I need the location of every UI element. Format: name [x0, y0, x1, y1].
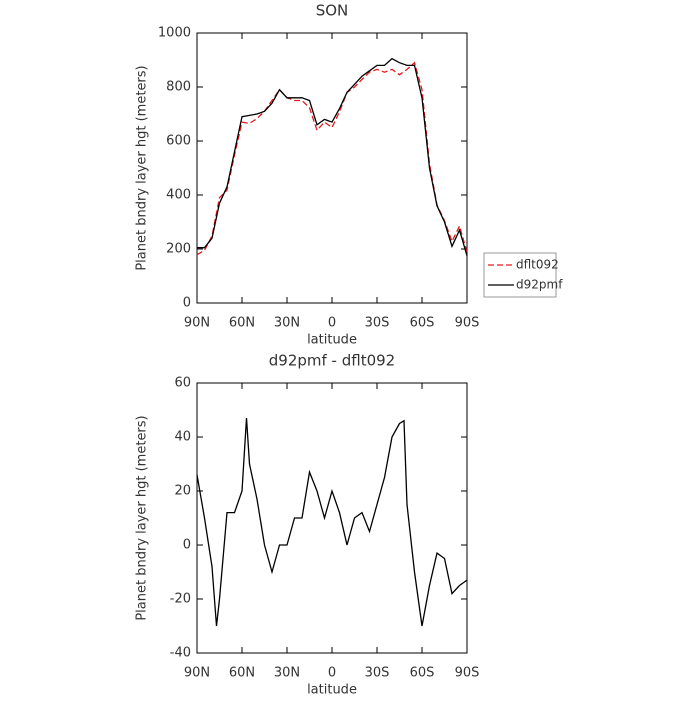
y-tick-label: 60	[174, 376, 191, 391]
y-axis-label: Planet bndry layer hgt (meters)	[135, 65, 150, 270]
chart-title: d92pmf - dflt092	[269, 352, 395, 370]
x-tick-label: 60N	[229, 316, 255, 331]
x-tick-label: 90S	[455, 316, 480, 331]
y-tick-label: 20	[174, 484, 191, 499]
y-tick-label: 40	[174, 430, 191, 445]
x-tick-label: 90N	[184, 666, 210, 681]
x-tick-label: 30S	[365, 316, 390, 331]
data-line	[196, 61, 468, 256]
y-tick-label: 200	[166, 242, 191, 257]
x-tick-label: 90S	[455, 666, 480, 681]
x-axis-label: latitude	[307, 683, 357, 698]
x-tick-label: 60S	[410, 316, 435, 331]
x-axis-label: latitude	[307, 333, 357, 348]
x-tick-label: 0	[328, 666, 336, 681]
legend-label: dflt092	[516, 258, 559, 272]
x-tick-label: 0	[328, 316, 336, 331]
x-tick-label: 90N	[184, 316, 210, 331]
data-line	[196, 418, 468, 627]
x-tick-label: 60S	[410, 666, 435, 681]
legend-box	[483, 252, 557, 298]
legend-label: d92pmf	[516, 278, 563, 292]
y-tick-label: 0	[183, 296, 191, 311]
x-tick-label: 30N	[274, 666, 300, 681]
y-tick-label: 400	[166, 188, 191, 203]
x-tick-label: 30S	[365, 666, 390, 681]
chart-title: SON	[316, 2, 349, 20]
y-axis-label: Planet bndry layer hgt (meters)	[135, 415, 150, 620]
y-tick-label: 800	[166, 80, 191, 95]
y-tick-label: -20	[170, 592, 191, 607]
y-tick-label: 600	[166, 134, 191, 149]
x-tick-label: 60N	[229, 666, 255, 681]
y-tick-label: 0	[183, 538, 191, 553]
y-tick-label: 1000	[158, 26, 191, 41]
y-tick-label: -40	[170, 646, 191, 661]
x-tick-label: 30N	[274, 316, 300, 331]
data-line	[197, 57, 468, 256]
